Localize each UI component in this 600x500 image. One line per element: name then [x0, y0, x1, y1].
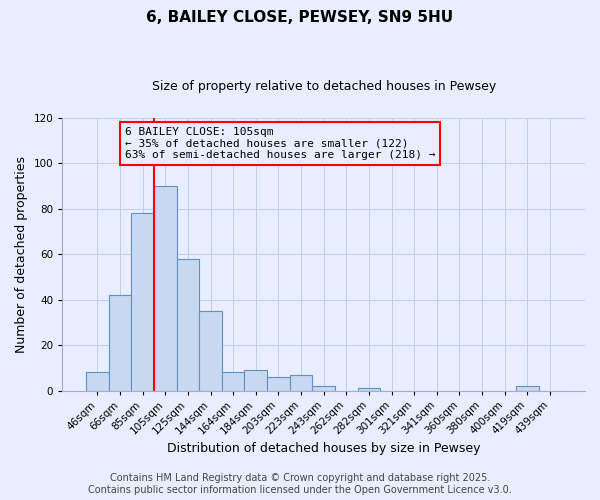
Bar [267, 377, 290, 390]
Bar [222, 372, 244, 390]
Bar [109, 295, 131, 390]
Title: Size of property relative to detached houses in Pewsey: Size of property relative to detached ho… [152, 80, 496, 93]
Text: 6 BAILEY CLOSE: 105sqm
← 35% of detached houses are smaller (122)
63% of semi-de: 6 BAILEY CLOSE: 105sqm ← 35% of detached… [125, 127, 435, 160]
Bar [176, 258, 199, 390]
Bar [290, 374, 313, 390]
Bar [516, 386, 539, 390]
Text: Contains HM Land Registry data © Crown copyright and database right 2025.
Contai: Contains HM Land Registry data © Crown c… [88, 474, 512, 495]
Bar [131, 214, 154, 390]
Y-axis label: Number of detached properties: Number of detached properties [15, 156, 28, 352]
Bar [358, 388, 380, 390]
X-axis label: Distribution of detached houses by size in Pewsey: Distribution of detached houses by size … [167, 442, 481, 455]
Bar [244, 370, 267, 390]
Bar [313, 386, 335, 390]
Bar [199, 311, 222, 390]
Text: 6, BAILEY CLOSE, PEWSEY, SN9 5HU: 6, BAILEY CLOSE, PEWSEY, SN9 5HU [146, 10, 454, 25]
Bar [86, 372, 109, 390]
Bar [154, 186, 176, 390]
